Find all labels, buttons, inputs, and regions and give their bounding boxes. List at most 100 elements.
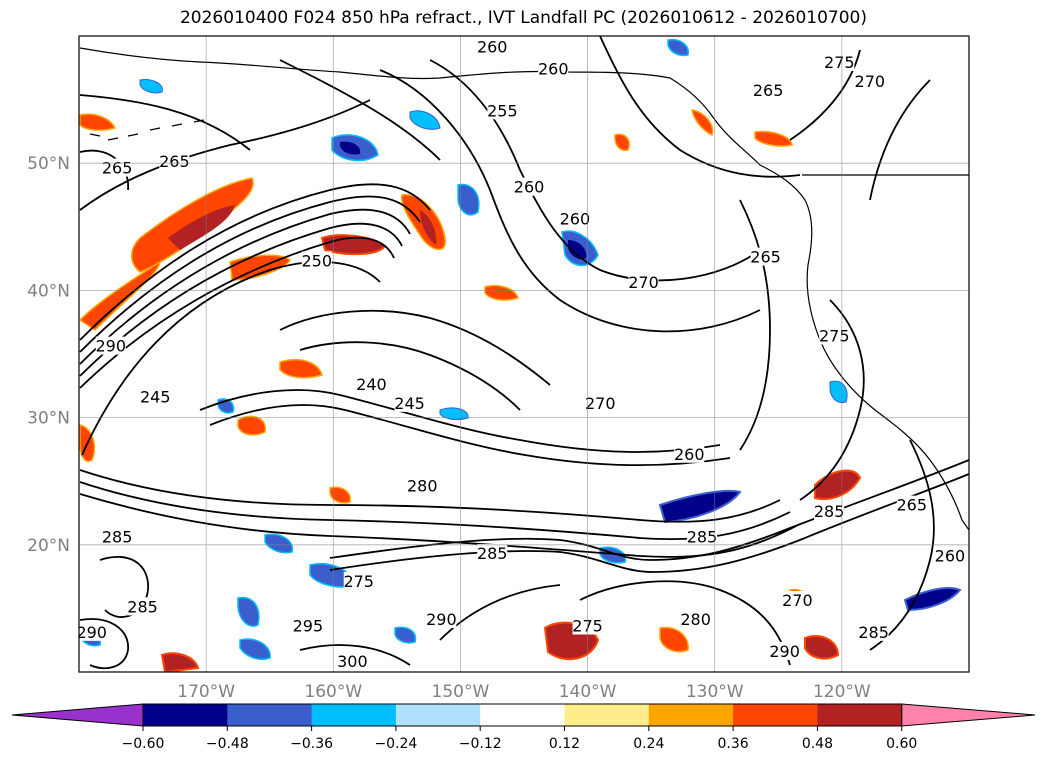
contour-label-background: [680, 610, 711, 629]
contour-label-background: [514, 177, 545, 196]
contour-label-background: [487, 101, 518, 120]
contour-label: 270: [585, 394, 616, 413]
warm-anomaly-patch: [160, 652, 200, 672]
contour-label: 290: [76, 623, 107, 642]
contour-label: 265: [750, 248, 781, 267]
colorbar-swatch: [733, 704, 818, 726]
contour-label: 245: [394, 394, 425, 413]
contour-label: 285: [127, 597, 158, 616]
cool-anomaly-patch: [340, 141, 361, 155]
colorbar-swatch: [480, 704, 565, 726]
contour-label-background: [687, 527, 717, 546]
contour-label-background: [753, 80, 784, 99]
latitude-tick-label: 30°N: [27, 409, 70, 429]
colorbar-tick-label: −0.36: [290, 736, 333, 752]
colorbar-tick-label: 0.24: [633, 736, 664, 752]
cool-anomaly-patch: [139, 79, 163, 94]
contour-label: 270: [855, 72, 886, 91]
contour-label: 285: [477, 544, 508, 563]
contour-label: 270: [628, 273, 659, 292]
contour-label: 285: [814, 502, 845, 521]
map-plot-area: 260 260 275 270 265 255 265 265 260 260 265 250 270 2…: [76, 35, 970, 673]
coastlines: [79, 47, 969, 531]
latitude-tick-label: 20°N: [27, 536, 70, 556]
contour-label: 290: [96, 337, 127, 356]
gridlines: [79, 36, 969, 672]
contour-label: 255: [487, 101, 518, 120]
colorbar-swatch: [143, 704, 228, 726]
warm-anomaly-patch: [804, 635, 840, 660]
cool-anomaly-patch: [903, 587, 962, 612]
contour-label: 285: [102, 527, 133, 546]
contour-label: 280: [407, 477, 438, 496]
contour-label: 265: [159, 152, 190, 171]
contour-label-background: [538, 59, 569, 78]
contour-label: 260: [514, 178, 545, 197]
warm-anomaly-patch: [79, 260, 161, 331]
contour-label: 290: [426, 610, 457, 629]
warm-anomaly-patch: [754, 130, 793, 147]
contour-label: 260: [674, 445, 705, 464]
map-title: 2026010400 F024 850 hPa refract., IVT La…: [179, 8, 867, 28]
contour-label: 265: [102, 159, 133, 178]
latitude-tick-label: 50°N: [27, 154, 70, 174]
cool-anomaly-patch: [667, 38, 689, 57]
cool-anomaly-patch: [409, 110, 441, 130]
contour-label-background: [426, 610, 457, 629]
contour-label-background: [934, 546, 965, 565]
contour-label-background: [394, 393, 425, 412]
colorbar-extend-high: [901, 703, 1036, 727]
contour-label-background: [858, 622, 889, 641]
contour-label-background: [159, 152, 190, 171]
contour-label: 260: [935, 547, 966, 566]
longitude-labels: 170°W 160°W 150°W 140°W 130°W 120°W: [177, 682, 871, 702]
cool-anomaly-patch: [394, 626, 417, 644]
colorbar-tick-label: −0.12: [459, 736, 502, 752]
contour-label-background: [79, 622, 107, 641]
colorbar-swatch: [817, 704, 903, 726]
colorbar-tick-label: 0.36: [718, 736, 749, 752]
contour-label-background: [337, 652, 368, 671]
cool-anomaly-patch: [239, 638, 271, 660]
contour-label: 265: [897, 496, 928, 515]
warm-anomaly-patch: [329, 486, 351, 504]
colorbar-tick-label: 0.12: [549, 736, 580, 752]
warm-anomaly-patch: [420, 210, 437, 245]
contour-label-background: [824, 52, 855, 71]
contour-label: 260: [477, 38, 508, 57]
contour-label-background: [814, 502, 845, 520]
warm-anomaly-patch: [484, 284, 519, 301]
contour-label-background: [95, 336, 126, 355]
colorbar-tick-label: 0.48: [802, 736, 833, 752]
colorbar-outline: [142, 703, 903, 727]
contour-label: 265: [753, 81, 784, 100]
contour-label: 250: [301, 251, 332, 270]
contour-label-background: [477, 543, 508, 562]
colorbar-swatch: [227, 704, 313, 726]
contour-label: 275: [819, 326, 850, 345]
contour-label-background: [127, 597, 158, 616]
contour-label-background: [628, 273, 659, 292]
warm-anomaly-patch: [691, 109, 714, 137]
contour-label-background: [292, 616, 323, 635]
contour-label: 240: [356, 375, 387, 394]
longitude-tick-label: 170°W: [177, 682, 235, 702]
colorbar-swatch: [311, 704, 397, 726]
cool-anomaly-patch: [457, 183, 480, 216]
colorbar-tick-label: −0.48: [206, 736, 249, 752]
warm-anomaly-patch: [79, 113, 117, 131]
colorbar: −0.60 −0.48 −0.36 −0.24 −0.12 0.12 0.24 0.36 0.4…: [11, 703, 1036, 752]
contour-label: 285: [858, 623, 889, 642]
cool-anomaly-patch: [439, 407, 469, 421]
colorbar-tick-label: −0.24: [374, 736, 417, 752]
contour-label-background: [559, 209, 590, 228]
contour-label: 270: [782, 591, 813, 610]
latitude-tick-label: 40°N: [27, 281, 70, 301]
contour-label-background: [477, 37, 508, 56]
contour-label: 300: [337, 652, 368, 671]
contour-label: 280: [680, 610, 711, 629]
contour-label: 285: [687, 527, 718, 546]
contour-labels: 260 260 275 270 265 255 265 265 260 260 265 250 270 2…: [76, 37, 966, 671]
colorbar-swatch: [648, 704, 734, 726]
